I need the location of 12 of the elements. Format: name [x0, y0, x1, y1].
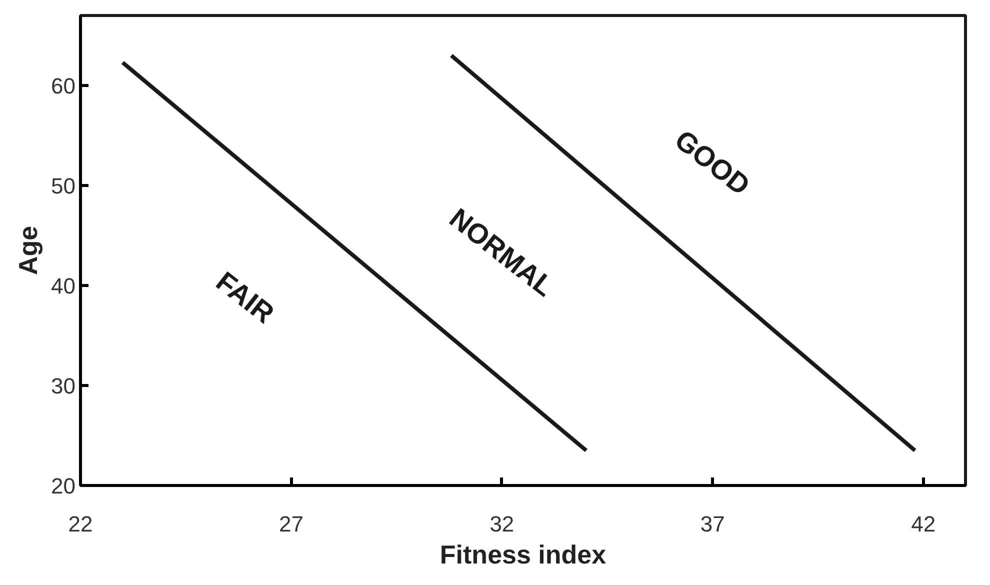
y-tick-label: 60 [51, 74, 76, 98]
x-tick-label: 27 [278, 512, 304, 536]
x-axis-title: Fitness index [440, 540, 607, 570]
x-tick-label: 42 [911, 512, 936, 536]
y-tick-label: 40 [51, 274, 76, 298]
y-axis-title: Age [13, 226, 44, 276]
y-tick-label: 20 [51, 474, 76, 498]
y-tick-label: 50 [51, 174, 76, 198]
y-tick-label: 30 [51, 374, 76, 398]
x-tick-label: 22 [68, 512, 93, 536]
x-tick-label: 32 [490, 512, 514, 536]
x-tick-label: 37 [700, 512, 725, 536]
